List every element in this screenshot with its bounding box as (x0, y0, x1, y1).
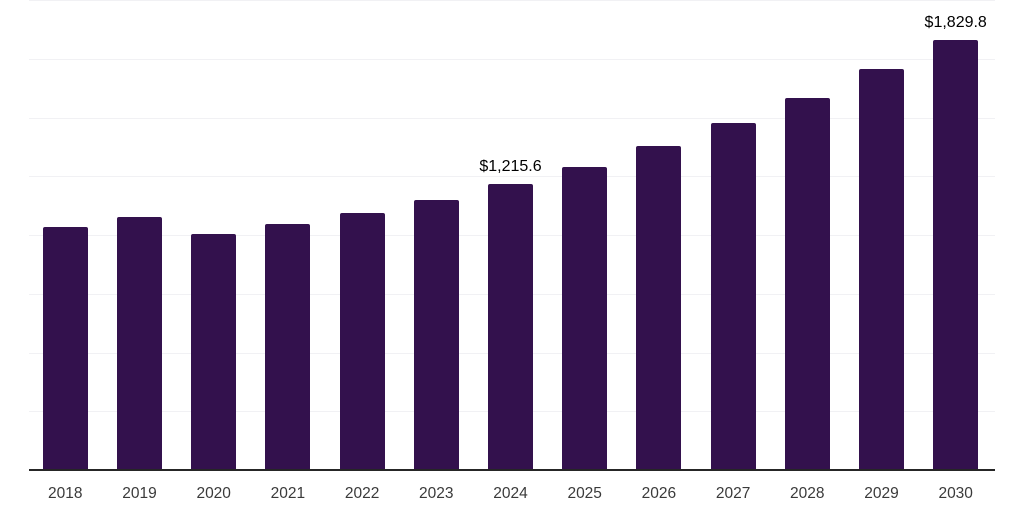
x-tick-2025: 2025 (567, 485, 602, 502)
bar-2027 (710, 122, 756, 470)
x-tick-2020: 2020 (196, 485, 231, 502)
x-tick-2027: 2027 (715, 485, 751, 502)
gridline-2000 (29, 0, 995, 1)
x-tick-2026: 2026 (641, 485, 677, 502)
x-tick-2018: 2018 (48, 485, 83, 502)
bar-2023 (413, 200, 459, 470)
x-axis-line (29, 469, 995, 471)
x-tick-2022: 2022 (344, 485, 380, 502)
bar-2018 (42, 226, 88, 470)
x-tick-2029: 2029 (864, 485, 899, 502)
bar-2021 (265, 223, 311, 470)
x-tick-2023: 2023 (419, 485, 454, 502)
gridline-1500 (29, 117, 995, 119)
bar-2028 (784, 97, 830, 470)
bar-2022 (339, 212, 385, 470)
bar-2026 (636, 145, 682, 470)
bar-2019 (117, 216, 162, 470)
bar-2024 (488, 184, 533, 470)
bar-2025 (562, 166, 608, 470)
x-tick-2030: 2030 (938, 485, 973, 502)
gridline-1250 (29, 176, 995, 178)
x-tick-2019: 2019 (122, 485, 157, 502)
x-tick-2028: 2028 (790, 485, 825, 502)
value-label-2030: $1,829.8 (924, 13, 987, 31)
gridline-1750 (29, 58, 995, 60)
bar-2020 (191, 233, 237, 470)
x-tick-2024: 2024 (493, 485, 528, 502)
x-tick-2021: 2021 (270, 485, 306, 502)
bar-2029 (859, 69, 904, 470)
value-label-2024: $1,215.6 (479, 158, 542, 176)
bar-2030 (933, 39, 979, 470)
